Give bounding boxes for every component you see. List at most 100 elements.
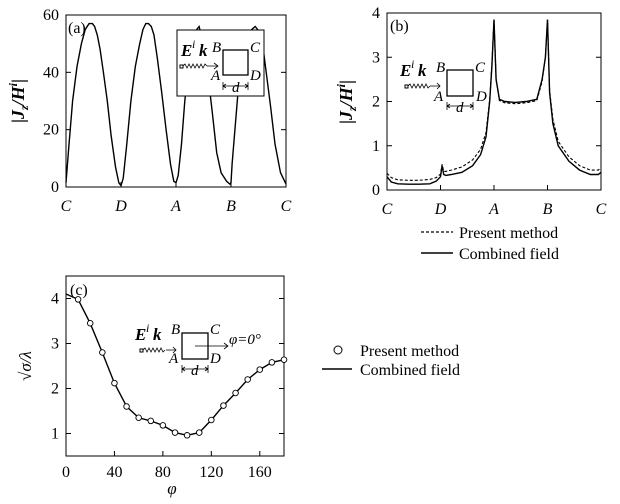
inset-c-corner-c: C [210,322,221,338]
panel-c-label: (c) [70,282,88,299]
series-line-combined-field [386,19,602,185]
data-point-present-method [123,403,130,410]
data-point-present-method [171,429,179,436]
x-tick-label: B [543,201,553,218]
inset-a-e-label: E [180,41,192,60]
panel-b-legend: Present method Combined field [421,225,559,263]
data-point-present-method [208,416,215,424]
x-tick-label: D [114,198,127,215]
legend-c-combined-field: Combined field [360,362,460,379]
y-tick-label: 1 [372,138,380,155]
panel-c: (c) 1 2 3 4 0 40 80 120 160 φ √σ/λ E i k B C A … [16,275,460,498]
y-tick-label: 1 [51,426,59,443]
data-point-present-method [244,376,251,383]
inset-b-d-label: d [456,100,464,116]
x-tick-label: 40 [106,464,122,481]
data-point-present-method [111,379,118,387]
inset-c-arrow [166,346,177,354]
x-tick-label: A [170,198,181,215]
data-point-present-method [147,417,155,425]
inset-a-source [179,64,184,69]
y-tick-label: 3 [51,336,59,353]
panel-b-series [386,19,602,185]
panel-a-y-ticks: 0 20 40 60 [43,7,286,196]
inset-c-corner-a: A [168,351,179,367]
inset-a-corner-d: D [249,68,261,84]
inset-a-e-sup: i [192,37,195,51]
inset-b-dim-line [446,102,474,110]
panel-c-x-label: φ [167,479,176,498]
data-point-present-method [74,296,82,303]
x-tick-label: C [596,201,607,218]
data-point-present-method [86,320,94,327]
panel-b-y-ticks: 0 1 2 3 4 [372,5,601,199]
inset-a-wave [182,63,208,69]
inset-c-k-label: k [153,325,162,344]
data-point-present-method [99,349,106,356]
inset-a-square [222,49,249,76]
panel-c-legend: Present method Combined field [322,343,460,379]
x-tick-label: D [434,201,447,218]
data-point-present-method [220,402,227,409]
inset-a-arrow [207,62,219,70]
inset-c-angle-arrow [195,342,229,350]
inset-b-corner-d: D [475,89,487,105]
panel-a-y-label: |Jz/Hi| [6,79,31,123]
panel-c-inset: E i k B C A D φ=0° d [134,321,261,379]
x-tick-label: A [488,201,499,218]
y-tick-label: 0 [372,182,380,199]
inset-c-e-label: E [134,325,146,344]
panel-a-label: (a) [68,20,86,37]
inset-b-wave [407,83,431,89]
inset-a-dim-line [222,82,249,90]
legend-c-present-method: Present method [360,343,459,360]
panel-b-inset: E i k B C A D d [399,57,487,116]
y-tick-label: 2 [372,94,380,111]
data-point-present-method [256,366,264,373]
inset-a-d-label: d [232,80,240,96]
inset-c-angle-label: φ=0° [229,332,261,348]
data-point-present-method [183,432,191,439]
y-tick-label: 40 [43,64,59,81]
x-tick-label: C [281,198,292,215]
data-point-present-method [232,389,239,397]
x-tick-label: 80 [155,464,171,481]
y-tick-label: 60 [43,7,59,24]
y-tick-label: 2 [51,381,59,398]
inset-a-k-label: k [199,41,208,60]
inset-c-corner-d: D [209,351,221,367]
x-tick-label: C [61,198,72,215]
y-tick-label: 3 [372,49,380,66]
inset-b-e-sup: i [411,57,414,71]
x-tick-label: 0 [62,464,70,481]
inset-a-corner-b: B [212,40,221,56]
inset-b-corner-b: B [436,60,445,76]
y-tick-label: 0 [51,179,59,196]
panel-c-y-ticks: 1 2 3 4 [51,291,284,443]
inset-c-wave [142,347,166,353]
x-tick-label: 160 [248,464,272,481]
inset-b-square [446,69,474,97]
data-point-present-method [268,359,276,366]
legend-c-circle-marker [333,345,343,355]
panel-b-label: (b) [390,18,409,35]
inset-b-corner-a: A [433,89,444,105]
inset-a-corner-c: C [250,40,261,56]
x-tick-label: C [382,201,393,218]
panel-c-series [65,293,288,439]
x-tick-label: B [226,198,236,215]
data-point-present-method [159,422,167,429]
panel-c-y-label: √σ/λ [16,351,35,381]
inset-b-source [404,84,409,89]
data-point-present-method [135,414,142,422]
x-tick-label: 120 [199,464,223,481]
inset-b-corner-c: C [475,60,486,76]
data-point-present-method [280,356,288,363]
y-tick-label: 4 [51,291,59,308]
data-point-present-method [195,429,203,436]
inset-b-k-label: k [418,61,427,80]
